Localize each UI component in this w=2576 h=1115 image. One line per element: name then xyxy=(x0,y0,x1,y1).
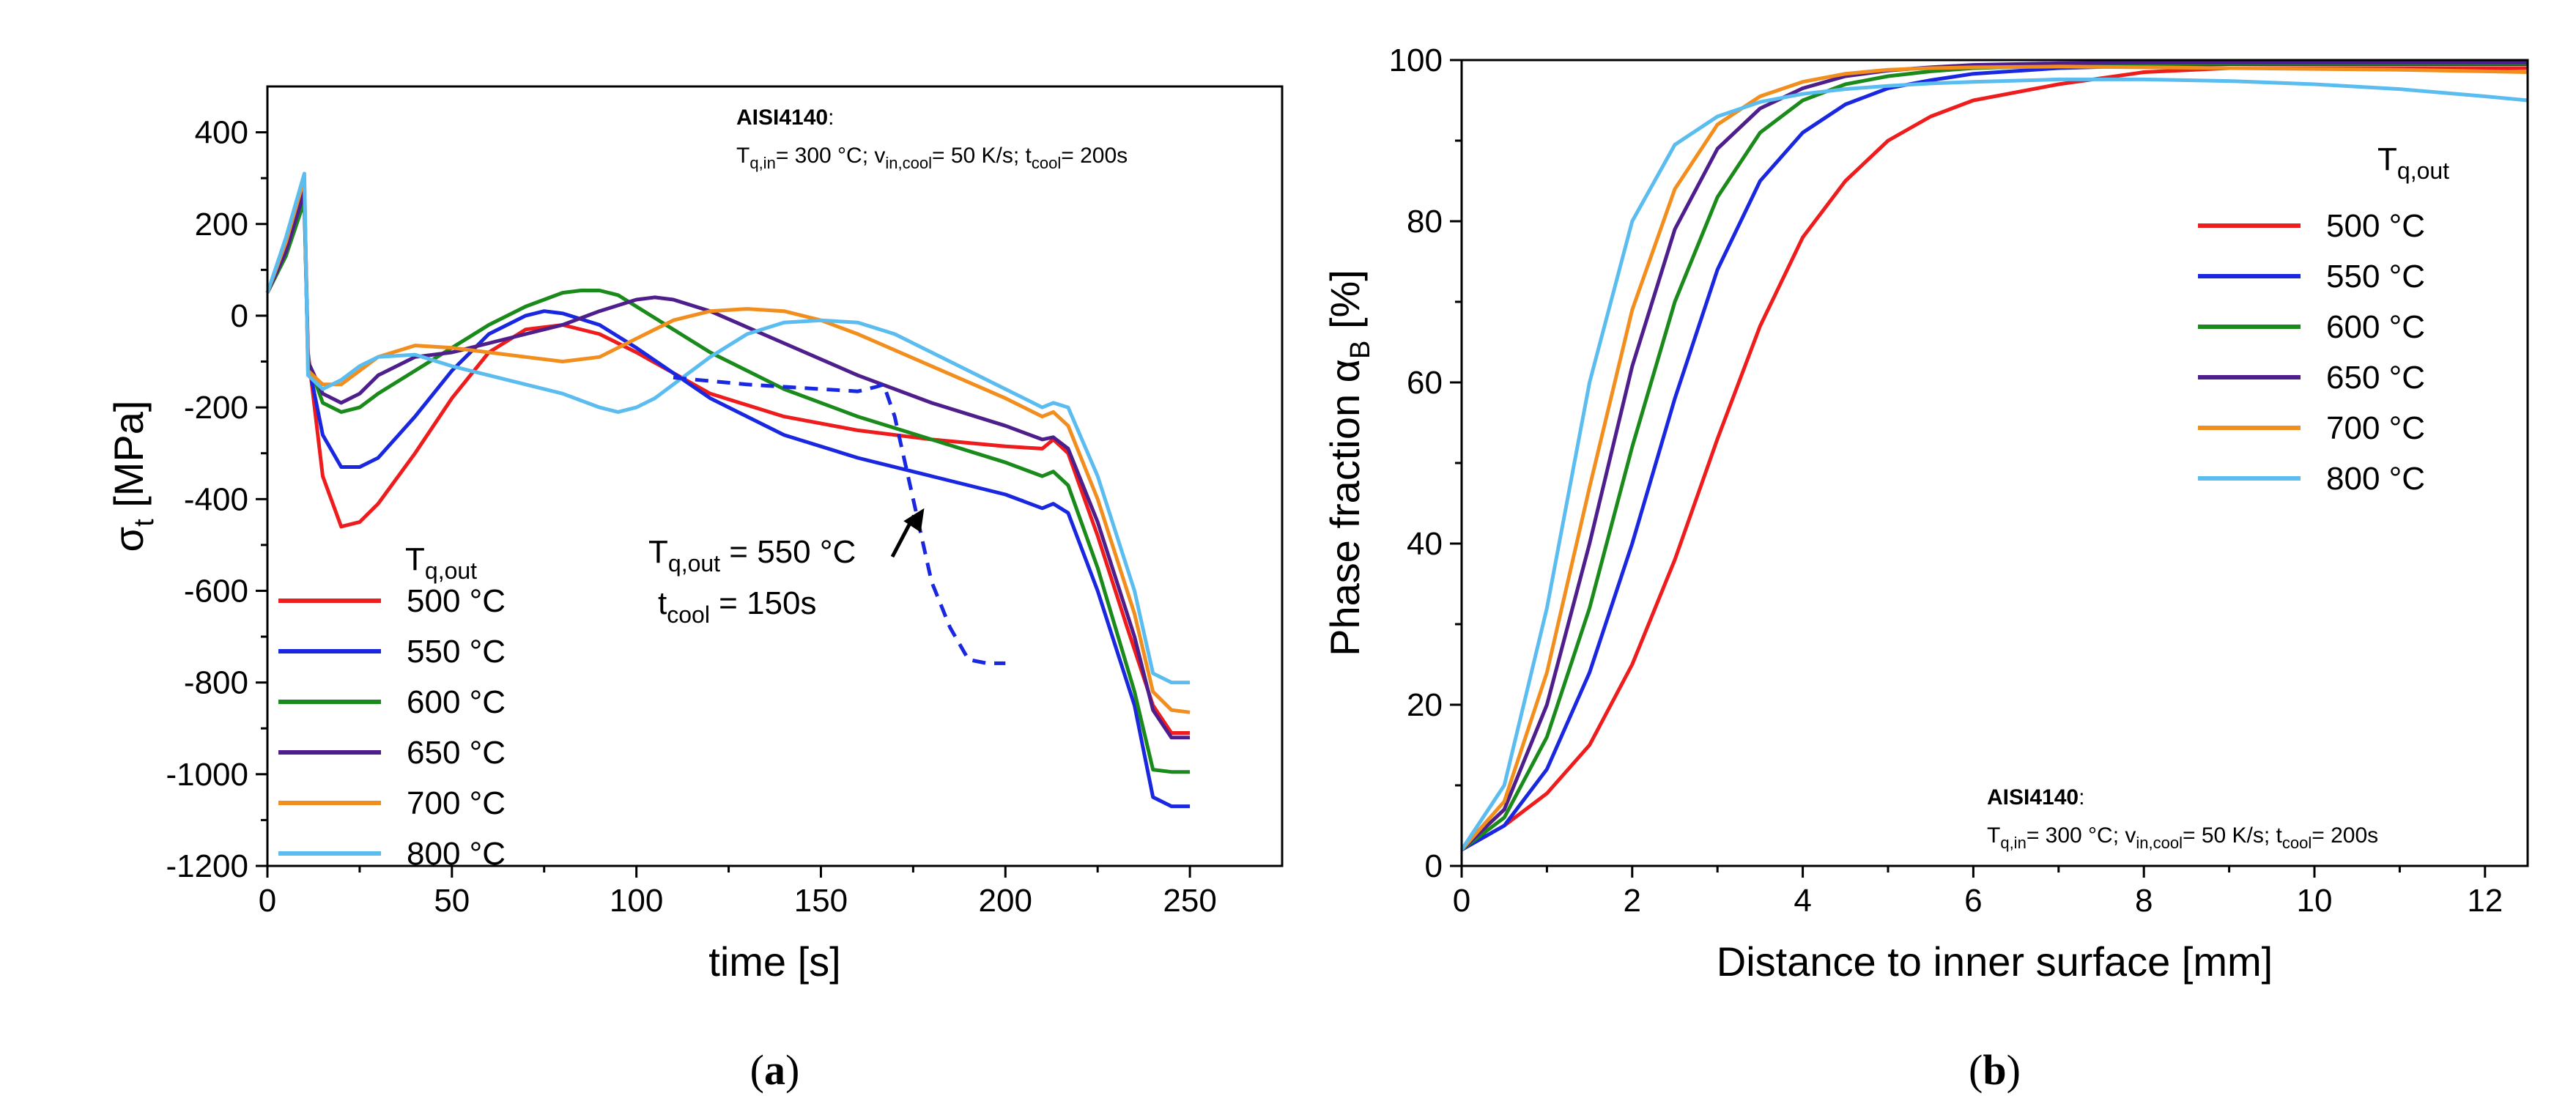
y-tick-label: 0 xyxy=(231,298,248,334)
panel-b-ticks: 0 2 4 6 8 10 12 0 20 40 60 80 100 xyxy=(1389,42,2503,919)
x-tick-label: 200 xyxy=(979,883,1032,919)
panel-a-caption: (a) xyxy=(750,1046,800,1094)
y-tick-label: -600 xyxy=(184,573,248,609)
legend-label: 800 °C xyxy=(2326,461,2425,497)
legend-label: 800 °C xyxy=(407,836,506,872)
legend-label: 600 °C xyxy=(2326,309,2425,345)
panel-a-ticks: 0 50 100 150 200 250 -1200 -1000 -800 -600 -400 -20… xyxy=(166,115,1216,919)
y-tick-label: 0 xyxy=(1425,848,1443,884)
x-tick-label: 4 xyxy=(1794,883,1811,919)
panel-b-conditions: Tq,in= 300 °C; vin,cool= 50 K/s; tcool= … xyxy=(1987,823,2378,852)
legend-label: 700 °C xyxy=(2326,410,2425,446)
series-line-500-c xyxy=(265,185,1191,735)
panel-b-frame xyxy=(1460,59,2529,867)
x-tick-label: 150 xyxy=(794,883,848,919)
legend-label: 650 °C xyxy=(407,735,506,771)
series-line-650-c xyxy=(265,190,1191,740)
x-tick-label: 100 xyxy=(610,883,663,919)
legend-label: 600 °C xyxy=(407,684,506,720)
legend-label: 500 °C xyxy=(407,583,506,619)
y-tick-label: 80 xyxy=(1407,204,1443,240)
y-tick-label: -1200 xyxy=(166,848,248,884)
legend-label: 500 °C xyxy=(2326,208,2425,244)
legend-label: 550 °C xyxy=(407,634,506,670)
y-tick-label: -200 xyxy=(184,390,248,426)
y-tick-label: 40 xyxy=(1407,526,1443,562)
y-tick-label: 100 xyxy=(1389,42,1443,78)
series-line-650-c xyxy=(1460,60,2528,851)
y-tick-label: -400 xyxy=(184,481,248,517)
arrow-note-line2: tcool = 150s xyxy=(658,585,817,628)
legend-label: 550 °C xyxy=(2326,259,2425,295)
series-line-550-c xyxy=(1460,62,2528,852)
x-tick-label: 2 xyxy=(1624,883,1641,919)
x-tick-label: 10 xyxy=(2297,883,2333,919)
svg-text:AISI4140:: AISI4140: xyxy=(736,105,834,130)
panel-a-annotation: AISI4140: Tq,in= 300 °C; vin,cool= 50 K/… xyxy=(736,105,1128,172)
panel-b-series xyxy=(1459,60,2528,852)
series-line-550-c-tcool-150s xyxy=(673,375,1006,665)
panel-b-material: AISI4140 xyxy=(1987,785,2079,810)
arrow-note-line1: Tq,out = 550 °C xyxy=(648,534,856,577)
x-tick-label: 250 xyxy=(1163,883,1216,919)
x-tick-label: 8 xyxy=(2135,883,2153,919)
panel-a-y-axis-label: σt [MPa] xyxy=(106,401,160,552)
panel-b-annotation: AISI4140: Tq,in= 300 °C; vin,cool= 50 K/… xyxy=(1987,785,2378,852)
panel-b-x-axis-label: Distance to inner surface [mm] xyxy=(1717,938,2273,985)
panel-a-series xyxy=(265,171,1191,809)
svg-text:AISI4140:: AISI4140: xyxy=(1987,785,2084,810)
series-line-700-c xyxy=(1460,64,2528,851)
legend-title: Tq,out xyxy=(405,541,477,584)
series-line-600-c xyxy=(265,199,1191,774)
y-tick-label: -1000 xyxy=(166,757,248,793)
x-tick-label: 12 xyxy=(2467,883,2503,919)
panel-a-legend: Tq,out 500 °C 550 °C 600 °C 650 °C 700 °C 800… xyxy=(278,541,506,872)
series-line-500-c xyxy=(1460,66,2528,852)
series-line-600-c xyxy=(1460,61,2528,851)
panel-b-legend: Tq,out 500 °C 550 °C 600 °C 650 °C 700 °C 800… xyxy=(2198,141,2449,497)
panel-a-material: AISI4140 xyxy=(736,105,828,130)
series-line-550-c xyxy=(265,194,1191,809)
legend-label: 700 °C xyxy=(407,785,506,821)
x-tick-label: 0 xyxy=(259,883,276,919)
panel-a-arrow-note: Tq,out = 550 °C tcool = 150s xyxy=(648,508,925,628)
chart-panel-a: 0 50 100 150 200 250 -1200 -1000 -800 -600 -400 -20… xyxy=(106,85,1284,1094)
panel-a-frame xyxy=(266,85,1284,867)
y-tick-label: 400 xyxy=(195,115,248,151)
y-tick-label: 200 xyxy=(195,207,248,242)
y-tick-label: 20 xyxy=(1407,687,1443,723)
chart-panel-b: 0 2 4 6 8 10 12 0 20 40 60 80 100 Distance to inner … xyxy=(1322,42,2529,1094)
arrow-head xyxy=(903,508,925,533)
x-tick-label: 0 xyxy=(1453,883,1470,919)
series-line-800-c xyxy=(1459,77,2528,851)
y-tick-label: 60 xyxy=(1407,365,1443,401)
panel-a-conditions: Tq,in= 300 °C; vin,cool= 50 K/s; tcool= … xyxy=(736,144,1128,172)
y-tick-label: -800 xyxy=(184,665,248,701)
series-line-700-c xyxy=(265,176,1191,714)
panel-a-x-axis-label: time [s] xyxy=(708,938,840,985)
legend-title: Tq,out xyxy=(2377,141,2449,184)
legend-label: 650 °C xyxy=(2326,360,2425,396)
panel-b-caption: (b) xyxy=(1969,1046,2021,1094)
x-tick-label: 50 xyxy=(434,883,470,919)
series-line-800-c xyxy=(265,171,1191,685)
panel-b-y-axis-label: Phase fraction αB [%] xyxy=(1322,270,1376,656)
x-tick-label: 6 xyxy=(1964,883,1982,919)
